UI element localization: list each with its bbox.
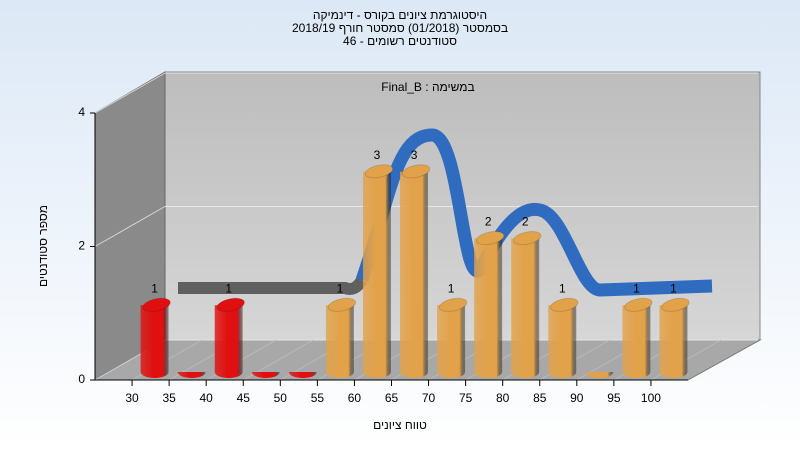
y-tick-label: 2 [78, 239, 85, 253]
x-tick-label: 95 [607, 391, 621, 405]
bar [177, 372, 206, 378]
bar [585, 372, 614, 378]
data-label: 3 [374, 148, 381, 162]
bar [400, 171, 429, 378]
bar-top [512, 231, 542, 246]
title: היסטוגרמת ציונים בקורס - דינמיקה [313, 8, 487, 22]
bar [548, 305, 577, 378]
data-label: 2 [485, 215, 492, 229]
bar [214, 305, 243, 378]
trend-ribbon [355, 128, 713, 297]
x-tick-label: 55 [311, 391, 325, 405]
data-label: 1 [337, 281, 344, 295]
bar-top [661, 297, 690, 312]
bar [474, 238, 503, 378]
bar [511, 238, 540, 378]
data-label: 1 [670, 281, 677, 295]
grid-line [94, 72, 166, 114]
data-label: 2 [522, 215, 529, 229]
x-tick-label: 80 [496, 391, 510, 405]
x-tick-label: 35 [162, 391, 176, 405]
bars: 1 1 1 3 3 1 2 2 1 1 1 [140, 148, 690, 378]
bar-top [364, 164, 394, 179]
bar-top [401, 164, 431, 179]
y-axis-label: מספר סטודנטים [36, 205, 50, 287]
data-label: 1 [633, 281, 640, 295]
title: בסמסטר (01/2018) סמסטר חורף 2018/19 [292, 21, 508, 35]
x-tick-label: 90 [570, 391, 584, 405]
bar-top [216, 297, 245, 312]
x-tick-label: 45 [237, 391, 251, 405]
data-label: 3 [411, 148, 418, 162]
bar [325, 305, 354, 378]
data-label: 1 [559, 281, 566, 295]
x-tick-label: 100 [641, 391, 661, 405]
data-label: 1 [225, 281, 232, 295]
bar-top [438, 297, 468, 312]
data-label: 1 [151, 281, 158, 295]
bar [437, 305, 466, 378]
bar-top [327, 297, 357, 312]
grid-line [94, 206, 166, 247]
x-tick-label: 40 [200, 391, 214, 405]
bar [140, 305, 169, 378]
bar-top [475, 231, 505, 246]
x-tick-label: 60 [348, 391, 362, 405]
bar-top [624, 297, 653, 312]
x-tick-label: 50 [274, 391, 288, 405]
subtitle: במשימה : Final_B [381, 80, 474, 94]
x-tick-label: 85 [533, 391, 547, 405]
bar [362, 171, 391, 378]
x-tick-label: 75 [459, 391, 473, 405]
x-tick-label: 30 [125, 391, 139, 405]
bar-top [549, 297, 579, 312]
bar [622, 305, 651, 378]
data-label: 1 [448, 281, 455, 295]
title: סטודנטים רשומים - 46 [343, 34, 457, 48]
y-tick-label: 0 [78, 372, 85, 386]
y-tick-label: 4 [78, 105, 85, 119]
x-tick-label: 70 [422, 391, 436, 405]
x-tick-label: 65 [385, 391, 399, 405]
bar [288, 372, 317, 378]
bar-top [142, 297, 171, 312]
bar [659, 305, 688, 378]
x-axis-label: טווח ציונים [373, 418, 427, 432]
trend-ribbon-flat [178, 276, 368, 295]
bar [251, 372, 280, 378]
